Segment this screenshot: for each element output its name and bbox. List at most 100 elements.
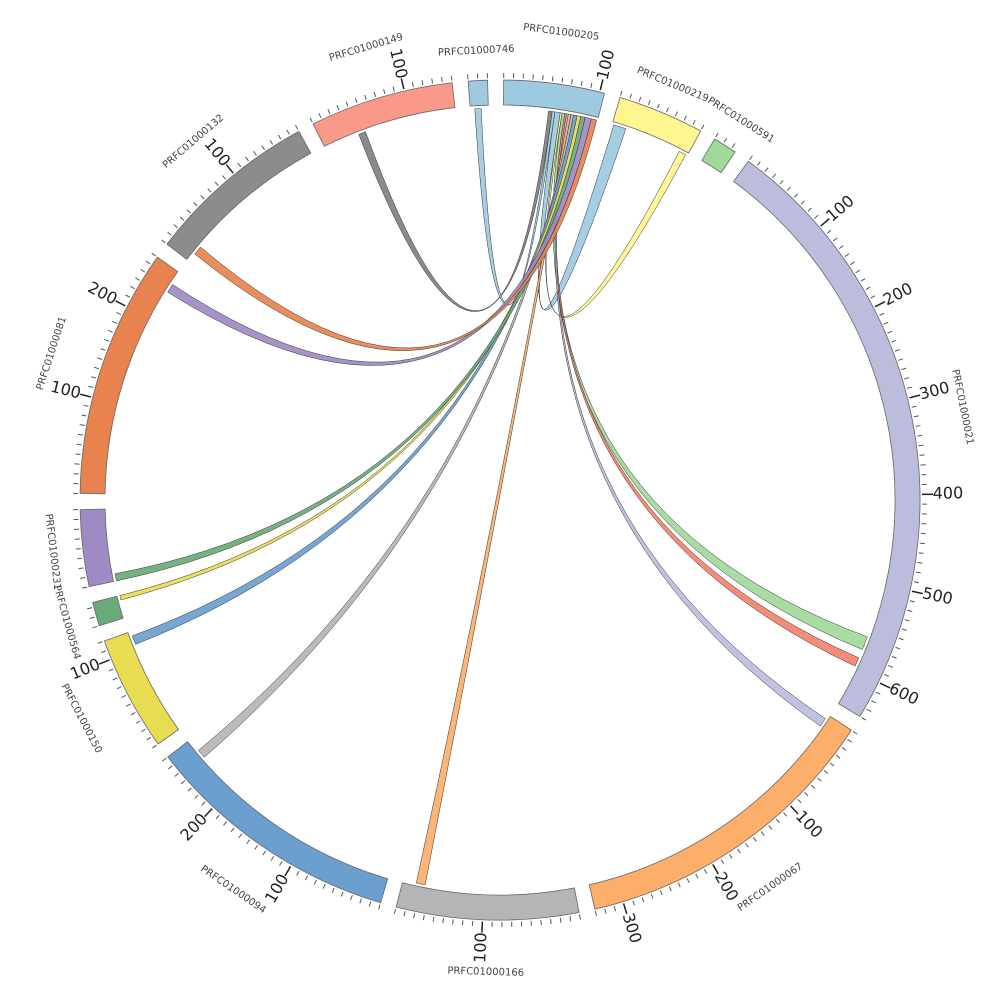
minor-tick — [180, 780, 186, 785]
link-ribbon — [554, 113, 860, 667]
minor-tick — [826, 229, 832, 234]
segment-arc — [503, 79, 606, 118]
minor-tick — [917, 561, 923, 564]
minor-tick — [891, 655, 897, 659]
minor-tick — [345, 101, 349, 107]
minor-tick — [915, 425, 921, 427]
minor-tick — [82, 586, 88, 589]
minor-tick — [594, 910, 597, 917]
minor-tick — [340, 891, 344, 897]
minor-tick — [187, 787, 192, 792]
minor-tick — [161, 757, 167, 762]
segment-name: PRFC01000166 — [447, 966, 524, 979]
minor-tick — [442, 918, 445, 924]
major-tick — [879, 682, 891, 689]
minor-tick — [261, 145, 265, 151]
link-ribbon — [554, 113, 826, 727]
segment-name: PRFC01000219 — [635, 65, 710, 105]
link-ribbon — [114, 116, 586, 582]
minor-tick — [223, 821, 228, 826]
minor-tick — [701, 124, 705, 130]
minor-tick — [919, 542, 925, 545]
minor-tick — [161, 239, 166, 244]
minor-tick — [79, 424, 85, 427]
link-ribbon — [194, 118, 597, 351]
minor-tick — [852, 730, 858, 735]
minor-tick — [327, 109, 331, 115]
minor-tick — [632, 900, 635, 906]
minor-tick — [906, 386, 912, 389]
minor-tick — [728, 853, 733, 859]
minor-tick — [279, 861, 283, 866]
segment-name: PRFC01000067 — [736, 861, 805, 914]
segment-arc — [92, 595, 124, 627]
tick-label: 100 — [261, 870, 293, 906]
minor-tick — [296, 870, 300, 876]
minor-tick — [829, 762, 835, 767]
minor-tick — [918, 444, 924, 447]
minor-tick — [674, 111, 678, 117]
major-tick — [790, 805, 799, 815]
minor-tick — [804, 791, 809, 797]
minor-tick — [898, 358, 904, 361]
minor-tick — [887, 330, 893, 334]
minor-tick — [392, 86, 395, 92]
minor-tick — [97, 641, 103, 644]
segment-name: PRFC01000150 — [59, 682, 104, 755]
minor-tick — [432, 916, 435, 922]
minor-tick — [200, 195, 205, 200]
minor-tick — [193, 202, 198, 207]
minor-tick — [452, 919, 454, 925]
minor-tick — [383, 89, 386, 95]
minor-tick — [135, 720, 141, 724]
minor-tick — [245, 156, 249, 162]
major-tick — [115, 300, 126, 307]
minor-tick — [81, 414, 87, 417]
minor-tick — [111, 320, 117, 324]
minor-tick — [450, 75, 453, 81]
minor-tick — [80, 577, 86, 579]
minor-tick — [322, 883, 326, 889]
minor-tick — [125, 703, 131, 707]
minor-tick — [230, 827, 235, 832]
tick-label: 300 — [917, 378, 951, 404]
minor-tick — [817, 777, 822, 782]
minor-tick — [844, 253, 850, 258]
tick-label: 200 — [880, 278, 916, 309]
segment-arc — [588, 715, 852, 910]
minor-tick — [883, 321, 889, 325]
minor-tick — [542, 75, 544, 81]
minor-tick — [393, 908, 397, 914]
segment-arc — [79, 508, 114, 588]
tick-label: 200 — [711, 868, 743, 904]
minor-tick — [569, 916, 572, 922]
minor-tick — [550, 918, 552, 924]
minor-tick — [604, 908, 607, 914]
minor-tick — [403, 911, 406, 917]
tick-label: 400 — [933, 483, 964, 502]
minor-tick — [100, 348, 106, 351]
minor-tick — [238, 833, 243, 839]
minor-tick — [895, 646, 901, 650]
minor-tick — [168, 765, 173, 770]
minor-tick — [116, 686, 122, 690]
minor-tick — [75, 453, 81, 455]
minor-tick — [715, 132, 719, 138]
minor-tick — [629, 93, 632, 99]
minor-tick — [919, 454, 925, 456]
minor-tick — [650, 893, 654, 899]
minor-tick — [101, 650, 107, 654]
minor-tick — [78, 567, 84, 570]
minor-tick — [75, 548, 81, 550]
minor-tick — [77, 433, 84, 436]
minor-tick — [269, 139, 274, 145]
minor-tick — [441, 76, 443, 83]
minor-tick — [246, 839, 251, 845]
segment-name: PRFC01000231 — [43, 513, 63, 590]
minor-tick — [254, 845, 258, 850]
minor-tick — [373, 91, 377, 97]
segment-name: PRFC01000021 — [949, 368, 975, 445]
link-ribbon — [131, 114, 578, 645]
minor-tick — [174, 772, 179, 777]
